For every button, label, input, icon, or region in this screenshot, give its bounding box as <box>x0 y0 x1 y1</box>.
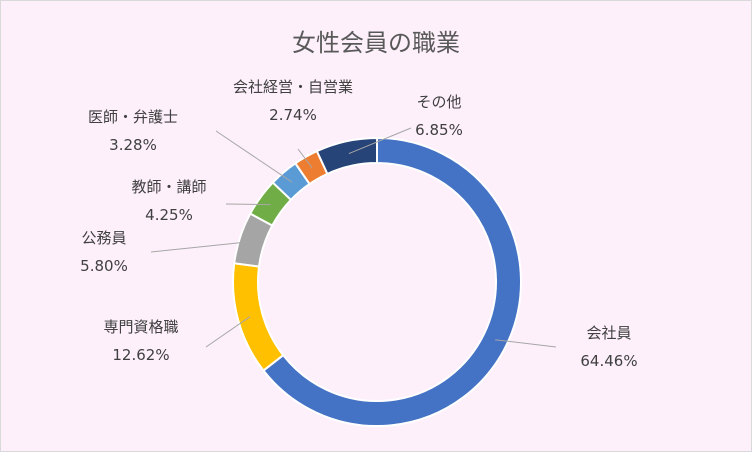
leader-line-3 <box>225 203 271 206</box>
slice-label-value-5: 2.74% <box>269 106 317 124</box>
slice-label-value-3: 4.25% <box>145 206 193 224</box>
slice-1[interactable] <box>232 262 285 372</box>
slice-label-name-3: 教師・講師 <box>131 178 206 196</box>
leader-line-0 <box>495 339 557 348</box>
slice-0[interactable] <box>262 136 522 427</box>
slice-label-value-6: 6.85% <box>415 121 463 139</box>
slice-label-value-2: 5.80% <box>80 257 128 275</box>
slice-6[interactable] <box>315 136 378 176</box>
leader-line-5 <box>297 148 313 168</box>
slice-label-name-4: 医師・弁護士 <box>88 108 178 126</box>
slice-label-value-1: 12.62% <box>112 346 169 364</box>
slice-label-name-0: 会社員 <box>586 324 631 342</box>
slice-label-name-1: 専門資格職 <box>103 318 178 336</box>
slice-label-name-5: 会社経営・自営業 <box>233 78 353 96</box>
leader-line-2 <box>150 241 252 253</box>
leader-line-4 <box>215 130 293 183</box>
slice-label-name-2: 公務員 <box>81 229 126 247</box>
slice-label-value-0: 64.46% <box>580 352 637 370</box>
leader-line-1 <box>205 316 251 348</box>
slice-label-name-6: その他 <box>416 93 461 111</box>
leader-line-6 <box>348 127 412 154</box>
chart-title: 女性会員の職業 <box>292 29 460 57</box>
slice-label-value-4: 3.28% <box>109 136 157 154</box>
